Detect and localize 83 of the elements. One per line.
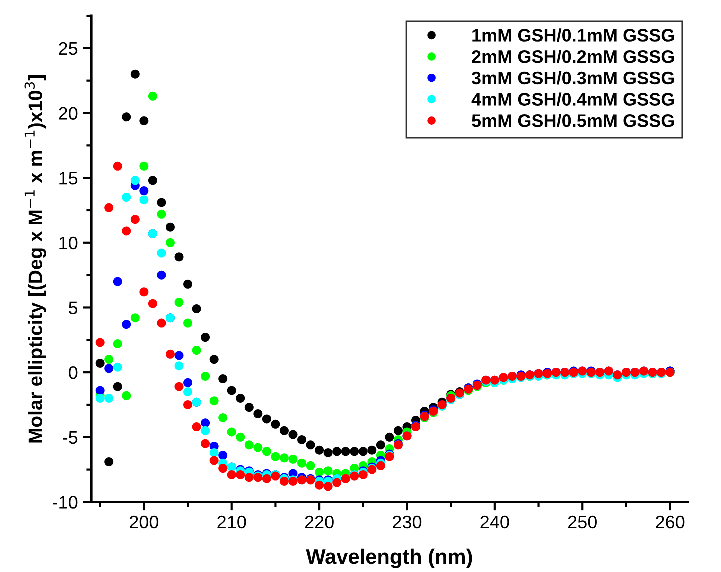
point [394, 426, 403, 436]
point [298, 435, 307, 444]
point [298, 458, 307, 468]
point [104, 355, 114, 364]
point [148, 176, 158, 186]
point [262, 447, 272, 456]
point [376, 440, 386, 450]
point [122, 112, 132, 122]
point [166, 238, 175, 248]
point [244, 403, 254, 412]
point [113, 340, 122, 349]
y-tick-label: 20 [59, 107, 78, 120]
point [350, 447, 360, 456]
point [157, 198, 166, 208]
x-tick-label: 250 [568, 516, 597, 529]
point [184, 280, 193, 289]
point [288, 430, 298, 440]
point [227, 386, 236, 396]
point [192, 304, 202, 314]
x-tick-label: 200 [130, 516, 159, 529]
point [113, 382, 122, 392]
point [244, 440, 254, 450]
point [324, 448, 333, 458]
point [166, 222, 175, 232]
y-tick-label: -10 [53, 496, 78, 509]
point [306, 461, 316, 470]
point [288, 454, 298, 464]
point [262, 414, 272, 424]
legend-label: 1mM GSH/0.1mM GSSG [472, 28, 674, 42]
legend-label: 4mM GSH/0.4mM GSSG [472, 92, 674, 106]
point [174, 298, 184, 308]
point [210, 396, 219, 406]
y-tick-label: -5 [63, 432, 78, 444]
point [148, 92, 158, 101]
point [140, 162, 149, 171]
point [306, 440, 316, 450]
x-tick-label: 260 [656, 516, 685, 529]
point [271, 420, 280, 429]
point [358, 447, 368, 456]
point [218, 413, 228, 422]
point [201, 372, 210, 381]
point [122, 391, 132, 400]
x-tick-label: 220 [305, 516, 334, 529]
point [140, 116, 149, 126]
x-tick-label: 210 [218, 516, 246, 529]
point [341, 447, 350, 456]
point [218, 374, 228, 384]
point [192, 346, 202, 356]
point [130, 314, 140, 323]
legend-label: 2mM GSH/0.2mM GSSG [472, 50, 674, 64]
y-tick-label: 10 [60, 236, 78, 250]
legend-label: 5mM GSH/0.5mM GSSG [472, 114, 674, 128]
point [315, 468, 324, 477]
point [332, 447, 342, 456]
point [104, 458, 114, 467]
point [130, 70, 140, 79]
point [254, 443, 263, 452]
point [368, 446, 377, 455]
x-axis-title: Wavelength (nm) [306, 548, 472, 568]
point [385, 432, 394, 442]
point [157, 210, 166, 219]
y-tick-label: 0 [69, 366, 78, 380]
point [184, 318, 193, 328]
x-tick-label: 240 [480, 516, 510, 529]
point [236, 394, 246, 403]
point [315, 446, 324, 455]
y-tick-label: 5 [69, 302, 78, 314]
point [227, 428, 236, 437]
point [236, 432, 246, 442]
x-tick-label: 230 [393, 516, 422, 529]
y-tick-label: 15 [60, 172, 78, 185]
y-tick-label: 25 [59, 42, 78, 56]
point [96, 358, 105, 368]
point [201, 333, 210, 342]
point [174, 252, 184, 262]
point [254, 410, 263, 419]
point [280, 454, 289, 463]
y-axis-title: Molar ellipticity [(Deg x M$^{−1}$ x m$^{−1}$)x10$^{3}$] [24, 75, 46, 443]
point [271, 452, 280, 462]
point [324, 466, 333, 476]
legend-label: 3mM GSH/0.3mM GSSG [472, 71, 674, 85]
point [210, 355, 219, 364]
point [280, 426, 289, 436]
